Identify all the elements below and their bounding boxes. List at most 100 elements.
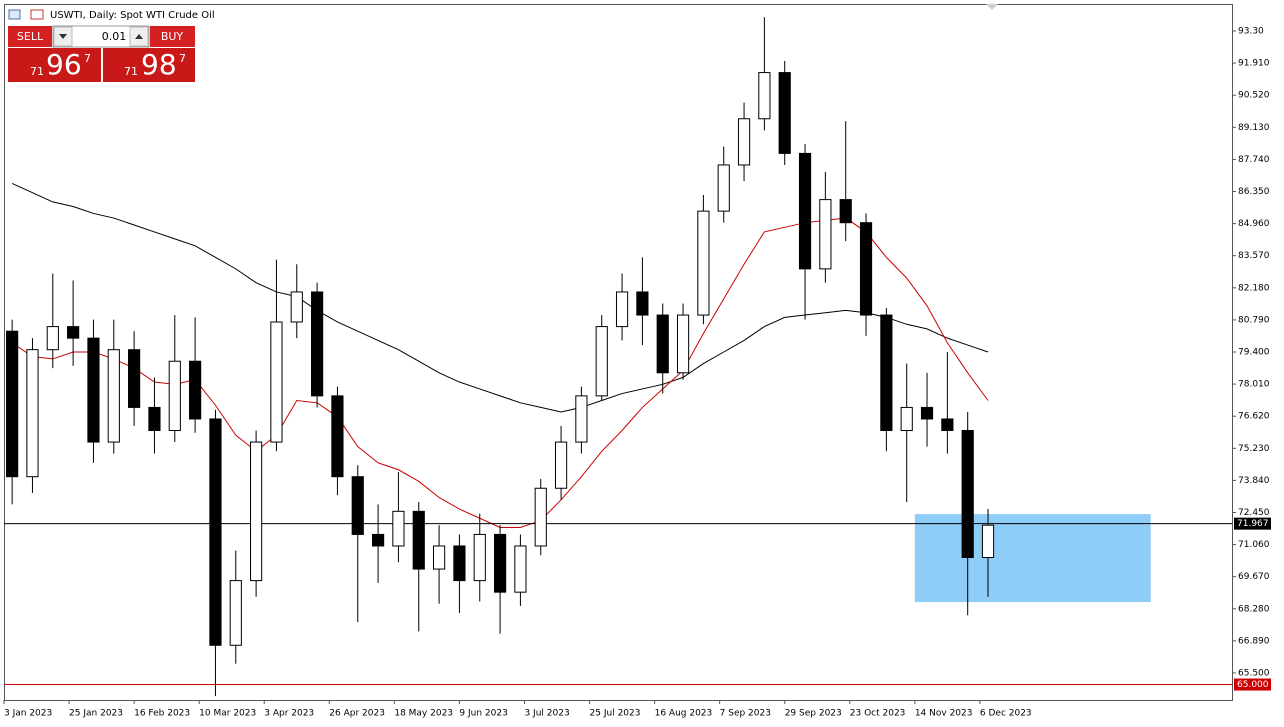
title-icons bbox=[8, 9, 44, 20]
y-tick-label: 80.790 bbox=[1238, 315, 1270, 325]
candle-body bbox=[778, 72, 791, 154]
y-tick-label: 71.060 bbox=[1238, 540, 1270, 550]
x-tick-label: 9 Jun 2023 bbox=[459, 709, 507, 719]
sell-label: SELL bbox=[17, 30, 44, 43]
bid-prefix: 71 bbox=[30, 65, 44, 78]
candle-body bbox=[331, 395, 344, 478]
price-zone bbox=[914, 514, 1151, 603]
ask-main: 98 bbox=[141, 48, 177, 81]
price-label-bg bbox=[1234, 678, 1271, 691]
y-tick-label: 68.280 bbox=[1238, 604, 1270, 614]
candle-body bbox=[656, 314, 669, 374]
candle-body bbox=[839, 199, 852, 224]
y-tick-label: 75.230 bbox=[1238, 444, 1270, 454]
candle-body bbox=[798, 152, 812, 270]
y-tick-label: 76.620 bbox=[1238, 412, 1270, 422]
y-tick-label: 91.910 bbox=[1238, 59, 1270, 69]
moving-average bbox=[11, 182, 989, 413]
candle-body bbox=[67, 326, 80, 339]
candle-body bbox=[412, 510, 425, 570]
bid-suffix: 7 bbox=[84, 52, 91, 65]
candle-body bbox=[493, 533, 507, 593]
candle-body bbox=[880, 314, 893, 432]
candle-body bbox=[717, 164, 730, 212]
x-tick-label: 26 Apr 2023 bbox=[329, 709, 385, 719]
candle-body bbox=[392, 510, 405, 547]
ask-box[interactable] bbox=[103, 48, 195, 82]
lot-down-arrow bbox=[59, 34, 67, 39]
y-tick-label: 84.960 bbox=[1238, 219, 1270, 229]
candle-body bbox=[453, 545, 466, 582]
buy-label: BUY bbox=[161, 30, 184, 43]
trade-panel: SELL 0.01 BUY 71 96 7 71 98 7 bbox=[8, 25, 195, 82]
y-tick-label: 89.130 bbox=[1238, 123, 1270, 133]
y-tick-label: 86.350 bbox=[1238, 187, 1270, 197]
x-tick-label: 3 Jan 2023 bbox=[4, 709, 52, 719]
y-tick-label: 66.890 bbox=[1238, 636, 1270, 646]
y-tick-label: 87.740 bbox=[1238, 155, 1270, 165]
candle-body bbox=[758, 72, 771, 120]
candle-body bbox=[473, 533, 486, 582]
y-tick-label: 93.30 bbox=[1238, 27, 1264, 37]
candle-body bbox=[514, 545, 527, 593]
candle-body bbox=[981, 524, 995, 559]
x-tick-label: 3 Apr 2023 bbox=[264, 709, 314, 719]
buy-button[interactable] bbox=[150, 26, 195, 47]
candle-body bbox=[636, 291, 649, 316]
candle-body bbox=[250, 441, 263, 582]
y-tick-label: 83.570 bbox=[1238, 251, 1270, 261]
bid-box[interactable] bbox=[8, 48, 101, 82]
chart-title: USWTI, Daily: Spot WTI Crude Oil bbox=[50, 10, 215, 21]
candle-body bbox=[148, 406, 161, 432]
candle-body bbox=[372, 533, 385, 547]
candle-body bbox=[168, 360, 181, 432]
ask-prefix: 71 bbox=[124, 65, 138, 78]
candle-body bbox=[819, 199, 832, 270]
candle-body bbox=[534, 487, 547, 547]
y-tick-label: 82.180 bbox=[1238, 283, 1270, 293]
x-tick-label: 25 Jul 2023 bbox=[590, 709, 641, 719]
x-tick-label: 3 Jul 2023 bbox=[524, 709, 569, 719]
candle-body bbox=[290, 291, 303, 323]
candle-body bbox=[229, 580, 242, 646]
candle-body bbox=[595, 326, 608, 397]
lot-value: 0.01 bbox=[102, 30, 127, 43]
bid-main: 96 bbox=[46, 48, 82, 81]
candle-body bbox=[351, 476, 364, 535]
candle-body bbox=[46, 326, 59, 351]
x-tick-label: 10 Mar 2023 bbox=[199, 709, 256, 719]
lot-up-arrow bbox=[135, 34, 143, 39]
x-tick-label: 25 Jan 2023 bbox=[69, 709, 123, 719]
price-label: 65.000 bbox=[1237, 680, 1269, 690]
candle-body bbox=[209, 418, 222, 646]
sell-button[interactable] bbox=[8, 26, 52, 47]
x-tick-label: 14 Nov 2023 bbox=[915, 709, 973, 719]
x-tick-label: 23 Oct 2023 bbox=[850, 709, 906, 719]
y-tick-label: 90.520 bbox=[1238, 91, 1270, 101]
y-tick-label: 73.840 bbox=[1238, 476, 1270, 486]
x-tick-label: 29 Sep 2023 bbox=[785, 709, 842, 719]
lot-input[interactable] bbox=[52, 25, 150, 48]
candle-body bbox=[432, 545, 446, 570]
candle-body bbox=[87, 337, 100, 443]
price-label: 71.967 bbox=[1237, 519, 1269, 529]
y-tick-label: 72.450 bbox=[1238, 508, 1270, 518]
y-tick-label: 69.670 bbox=[1238, 572, 1270, 582]
x-tick-label: 6 Dec 2023 bbox=[980, 709, 1032, 719]
y-tick-label: 65.500 bbox=[1238, 668, 1270, 678]
candle-body bbox=[575, 395, 588, 443]
candle-body bbox=[128, 349, 141, 408]
candle-body bbox=[615, 291, 629, 328]
price-label-bg bbox=[1234, 517, 1271, 530]
candle-body bbox=[941, 418, 954, 432]
candle-body bbox=[189, 360, 202, 420]
candle-body bbox=[900, 406, 913, 432]
x-tick-label: 7 Sep 2023 bbox=[720, 709, 771, 719]
x-tick-label: 16 Feb 2023 bbox=[134, 709, 190, 719]
candle-body bbox=[676, 314, 690, 374]
candle-body bbox=[859, 222, 873, 316]
candle-body bbox=[6, 330, 19, 478]
candle-body bbox=[737, 118, 751, 166]
shift-marker bbox=[986, 4, 998, 10]
